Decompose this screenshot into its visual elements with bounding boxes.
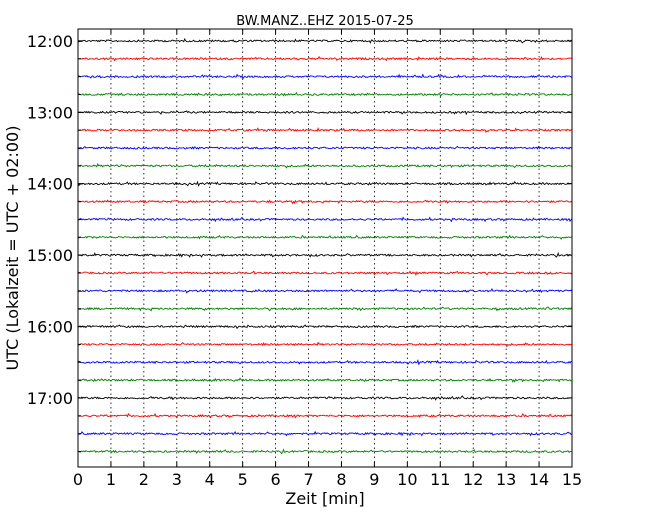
x-tick-label: 7 — [303, 470, 313, 489]
y-tick-label: 16:00 — [27, 318, 73, 337]
trace-line — [77, 430, 573, 437]
trace-line — [77, 216, 573, 223]
trace-line — [77, 180, 573, 187]
x-tick-label: 2 — [139, 470, 149, 489]
trace-line — [77, 162, 573, 169]
trace-group — [77, 37, 573, 455]
x-tick-label: 0 — [73, 470, 83, 489]
trace-line — [77, 145, 573, 150]
trace-line — [77, 270, 573, 276]
y-axis-label: UTC (Lokalzeit = UTC + 02:00) — [3, 126, 22, 371]
trace-line — [77, 73, 573, 80]
trace-line — [77, 199, 573, 205]
x-tick-label: 9 — [369, 470, 379, 489]
trace-line — [77, 412, 573, 419]
y-tick-label: 17:00 — [27, 389, 73, 408]
x-tick-label: 4 — [205, 470, 215, 489]
y-tick-label: 15:00 — [27, 246, 73, 265]
y-tick-label: 12:00 — [27, 32, 73, 51]
x-tick-label: 6 — [271, 470, 281, 489]
trace-line — [77, 306, 573, 312]
y-tick-label: 13:00 — [27, 103, 73, 122]
chart-title: BW.MANZ..EHZ 2015-07-25 — [236, 14, 414, 29]
x-tick-label: 14 — [529, 470, 549, 489]
trace-line — [77, 110, 573, 116]
trace-line — [77, 37, 573, 44]
trace-line — [77, 448, 573, 455]
x-axis-label: Zeit [min] — [285, 489, 364, 508]
trace-line — [78, 324, 573, 330]
trace-line — [77, 359, 573, 366]
plot-frame — [77, 28, 573, 468]
trace-line — [77, 127, 573, 134]
x-tick-label: 3 — [172, 470, 182, 489]
x-tick-label: 12 — [463, 470, 483, 489]
vertical-grid — [110, 29, 540, 467]
trace-line — [77, 377, 573, 383]
x-tick-label: 13 — [496, 470, 516, 489]
y-tick-label: 14:00 — [27, 175, 73, 194]
trace-line — [77, 55, 573, 62]
axis-ticks: 0 1 2 3 4 5 6 7 8 9 10 11 12 13 14 1512:0013:0014:0015:… — [27, 29, 582, 489]
trace-line — [77, 91, 573, 98]
trace-line — [77, 341, 573, 348]
x-tick-label: 15 — [562, 470, 582, 489]
trace-line — [77, 234, 573, 240]
trace-line — [77, 288, 573, 294]
x-tick-label: 8 — [336, 470, 346, 489]
x-tick-label: 11 — [430, 470, 450, 489]
trace-line — [77, 395, 573, 401]
trace-line — [77, 251, 573, 258]
x-tick-label: 10 — [397, 470, 417, 489]
x-tick-label: 5 — [238, 470, 248, 489]
x-tick-label: 1 — [106, 470, 116, 489]
